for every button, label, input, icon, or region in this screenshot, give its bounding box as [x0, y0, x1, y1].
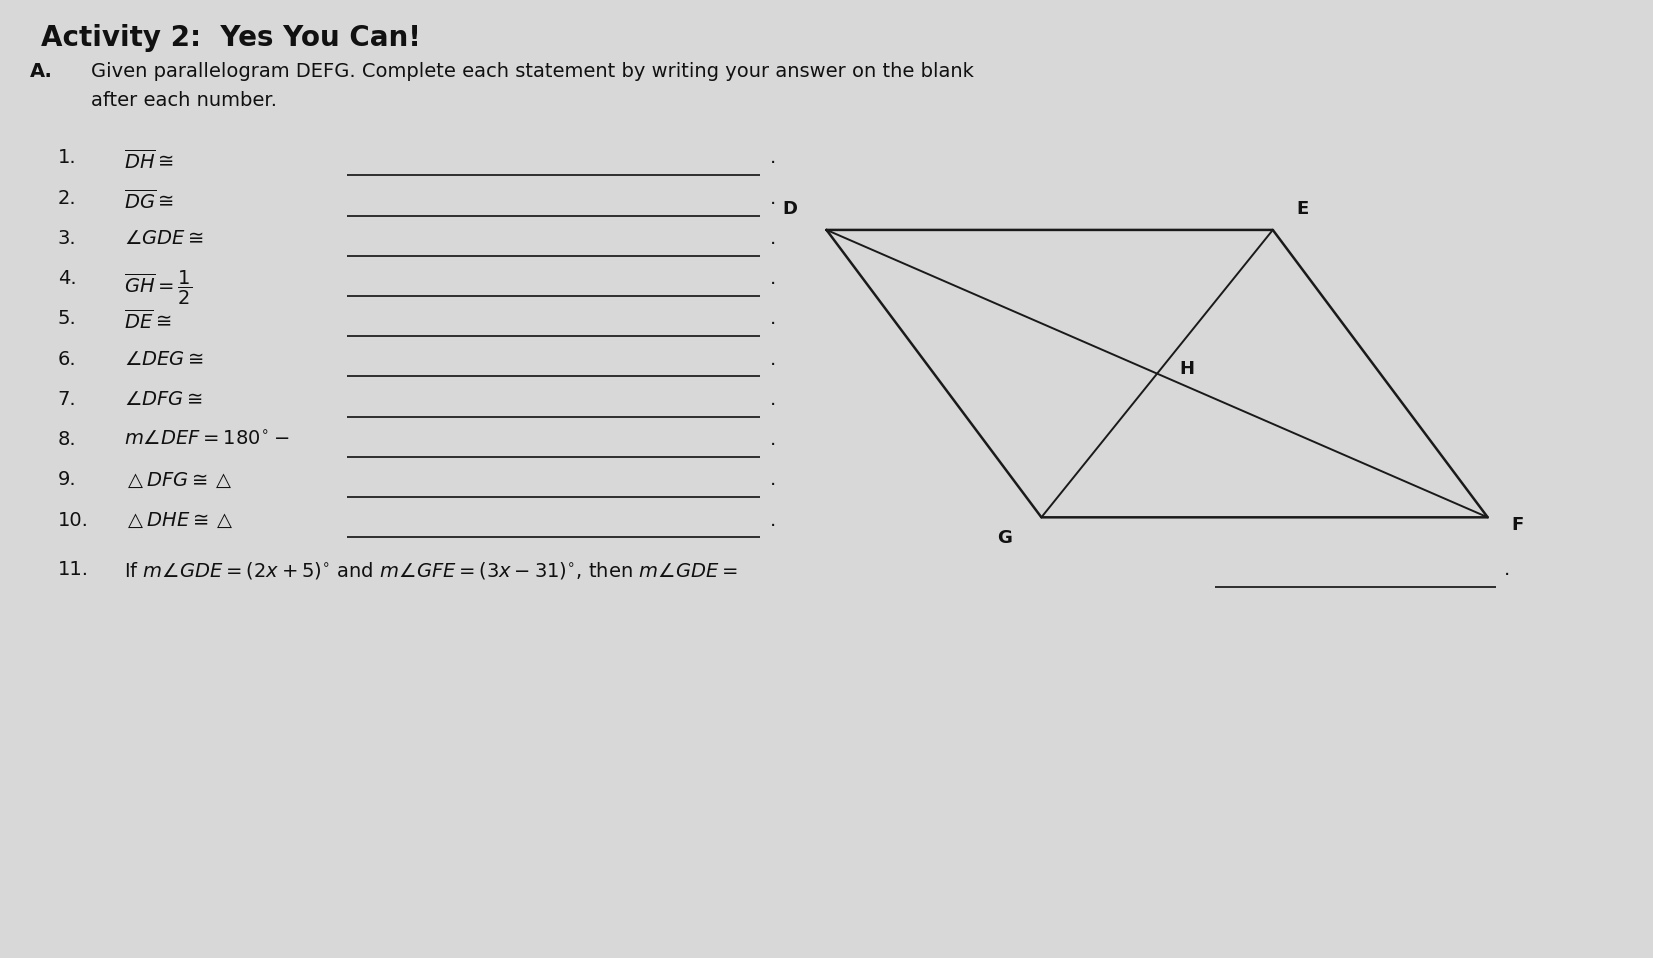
Text: F: F [1511, 516, 1524, 534]
Text: 5.: 5. [58, 309, 76, 329]
Text: $\triangle DFG \cong \triangle$: $\triangle DFG \cong \triangle$ [124, 470, 233, 490]
Text: .: . [770, 511, 777, 530]
Text: .: . [770, 350, 777, 369]
Text: 10.: 10. [58, 511, 89, 530]
Text: Activity 2:  Yes You Can!: Activity 2: Yes You Can! [41, 24, 422, 52]
Text: $\overline{DH} \cong$: $\overline{DH} \cong$ [124, 148, 174, 172]
Text: .: . [770, 148, 777, 168]
Text: .: . [770, 430, 777, 449]
Text: $\angle DEG \cong$: $\angle DEG \cong$ [124, 350, 203, 369]
Text: 4.: 4. [58, 269, 76, 288]
Text: 9.: 9. [58, 470, 76, 490]
Text: 6.: 6. [58, 350, 76, 369]
Text: 1.: 1. [58, 148, 76, 168]
Text: after each number.: after each number. [91, 91, 278, 110]
Text: 7.: 7. [58, 390, 76, 409]
Text: 11.: 11. [58, 560, 89, 580]
Text: .: . [770, 229, 777, 248]
Text: $\overline{DE} \cong$: $\overline{DE} \cong$ [124, 309, 172, 333]
Text: .: . [770, 269, 777, 288]
Text: Given parallelogram DEFG. Complete each statement by writing your answer on the : Given parallelogram DEFG. Complete each … [91, 62, 974, 81]
Text: $\overline{GH} = \dfrac{1}{2}$: $\overline{GH} = \dfrac{1}{2}$ [124, 269, 192, 308]
Text: 3.: 3. [58, 229, 76, 248]
Text: E: E [1296, 200, 1309, 217]
Text: A.: A. [30, 62, 53, 81]
Text: .: . [770, 309, 777, 329]
Text: .: . [770, 390, 777, 409]
Text: $\angle GDE \cong$: $\angle GDE \cong$ [124, 229, 203, 248]
Text: .: . [1504, 560, 1511, 580]
Text: $m\angle DEF = 180^{\circ} -$: $m\angle DEF = 180^{\circ} -$ [124, 430, 289, 449]
Text: D: D [782, 200, 798, 217]
Text: $\overline{DG} \cong$: $\overline{DG} \cong$ [124, 189, 174, 213]
Text: G: G [998, 530, 1012, 547]
Text: .: . [770, 189, 777, 208]
Text: $\angle DFG \cong$: $\angle DFG \cong$ [124, 390, 203, 409]
Text: 8.: 8. [58, 430, 76, 449]
Text: $\triangle DHE \cong \triangle$: $\triangle DHE \cong \triangle$ [124, 511, 233, 530]
Text: .: . [770, 470, 777, 490]
Text: H: H [1179, 360, 1195, 377]
Text: $\text{If } m\angle GDE = (2x+5)^{\circ} \text{ and } m\angle GFE = (3x-31)^{\ci: $\text{If } m\angle GDE = (2x+5)^{\circ}… [124, 560, 737, 582]
Text: 2.: 2. [58, 189, 76, 208]
